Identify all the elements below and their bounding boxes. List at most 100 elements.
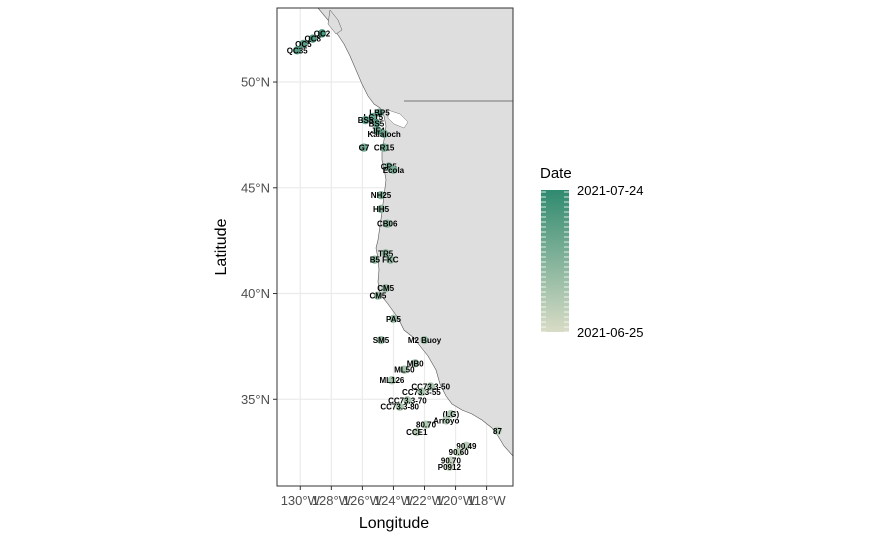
- station-point: [361, 115, 370, 125]
- station-point: [445, 462, 454, 472]
- station-label: 87: [493, 427, 502, 436]
- legend: Date 2021-07-24 2021-06-25: [540, 165, 644, 340]
- station-label: TR5: [378, 249, 394, 258]
- station-point: [381, 284, 390, 293]
- station-point: [359, 143, 369, 152]
- station-point: [389, 314, 398, 324]
- station-point: [446, 409, 456, 419]
- x-axis-title: Longitude: [359, 515, 429, 532]
- station-point: [421, 420, 431, 429]
- station-label: Arroyo: [433, 416, 459, 425]
- station-label: MB0: [407, 359, 424, 368]
- station-label: (LG): [443, 410, 460, 419]
- legend-ticks: [541, 191, 569, 333]
- y-tick-label: 45°N: [241, 180, 270, 195]
- station-label: BS5: [369, 119, 385, 128]
- station-point: [317, 29, 327, 38]
- station-label: CC73.3-80: [380, 403, 419, 412]
- station-label: QC2: [314, 29, 331, 38]
- y-axis-title: Latitude: [213, 218, 230, 275]
- y-tick-label: 40°N: [241, 286, 270, 301]
- island-sound: [387, 109, 409, 129]
- legend-colorbar: [541, 190, 569, 332]
- station-label: B5: [370, 256, 381, 265]
- station-point: [389, 165, 398, 175]
- station-label: CC73.3-55: [402, 388, 441, 397]
- legend-title: Date: [540, 165, 572, 182]
- station-point: [376, 204, 386, 214]
- station-point: [462, 441, 471, 451]
- station-label: Ecola: [383, 166, 405, 175]
- station-point: [373, 291, 383, 300]
- station-label: HH5: [373, 205, 390, 214]
- station-label: Kalaloch: [367, 130, 400, 139]
- map-panel: QC2QC8QC5QC35LBP5LC15BS5BS5JF4KalalochG7…: [276, 7, 514, 487]
- x-tick-label: 122°W: [405, 493, 445, 508]
- station-point: [493, 426, 502, 436]
- station-point: [420, 335, 429, 345]
- station-point: [376, 335, 386, 345]
- station-label: BS5: [358, 116, 374, 125]
- island-vancouver: [327, 9, 343, 35]
- station-label: 90.60: [449, 448, 470, 457]
- station-point: [379, 129, 389, 139]
- station-label: CB06: [377, 220, 398, 229]
- station-label: G7: [359, 144, 370, 153]
- station-label: 90.49: [456, 442, 477, 451]
- x-tick-label: 128°W: [312, 493, 352, 508]
- station-point: [373, 126, 383, 135]
- station-label: SM5: [373, 336, 390, 345]
- station-point: [292, 46, 302, 55]
- station-label: ML126: [379, 376, 404, 385]
- station-point: [403, 396, 412, 405]
- legend-label-low: 2021-06-25: [577, 325, 644, 340]
- x-tick-label: 118°W: [468, 493, 507, 508]
- station-points: QC2QC8QC5QC35LBP5LC15BS5BS5JF4KalalochG7…: [287, 29, 502, 472]
- x-tick-label: 126°W: [343, 493, 383, 508]
- station-label: QC8: [304, 35, 321, 44]
- station-point: [370, 255, 380, 264]
- station-point: [400, 365, 409, 374]
- station-label: LBP5: [369, 109, 390, 118]
- station-label: JF4: [371, 127, 385, 136]
- station-point: [387, 376, 397, 385]
- station-point: [381, 249, 390, 258]
- station-label: QC35: [287, 46, 308, 55]
- x-tick-label: 130°W: [281, 493, 321, 508]
- station-label: 90.70: [441, 457, 462, 466]
- station-label: CR15: [374, 144, 395, 153]
- station-point: [383, 219, 392, 228]
- station-label: LC15: [363, 113, 383, 122]
- station-label: QC5: [295, 40, 312, 49]
- station-point: [395, 402, 404, 411]
- station-label: CCE1: [406, 428, 428, 437]
- legend-label-high: 2021-07-24: [577, 183, 644, 198]
- station-label: CC73.3-70: [388, 396, 427, 405]
- station-label: FKC: [382, 256, 399, 265]
- station-point: [446, 456, 456, 465]
- station-label: NH25: [371, 191, 392, 200]
- station-point: [379, 143, 389, 152]
- station-point: [410, 359, 420, 368]
- station-point: [375, 108, 384, 117]
- station-point: [417, 387, 426, 397]
- x-tick-label: 124°W: [374, 493, 414, 508]
- station-label: 80.70: [416, 421, 437, 430]
- station-point: [412, 427, 421, 437]
- station-point: [442, 416, 451, 425]
- panel-border: [276, 7, 514, 487]
- y-tick-label: 35°N: [241, 392, 270, 407]
- station-label: CM5: [369, 292, 386, 301]
- station-point: [299, 39, 308, 49]
- station-point: [386, 255, 395, 264]
- station-point: [376, 190, 386, 200]
- station-label: PA5: [386, 315, 402, 324]
- x-tick-label: 120°W: [436, 493, 476, 508]
- station-label: ML50: [394, 366, 415, 375]
- y-axis: 35°N 40°N 45°N 50°N: [241, 75, 277, 407]
- station-label: P0912: [438, 463, 462, 472]
- station-label: CR5: [381, 163, 398, 172]
- station-point: [372, 119, 381, 128]
- station-point: [454, 447, 463, 457]
